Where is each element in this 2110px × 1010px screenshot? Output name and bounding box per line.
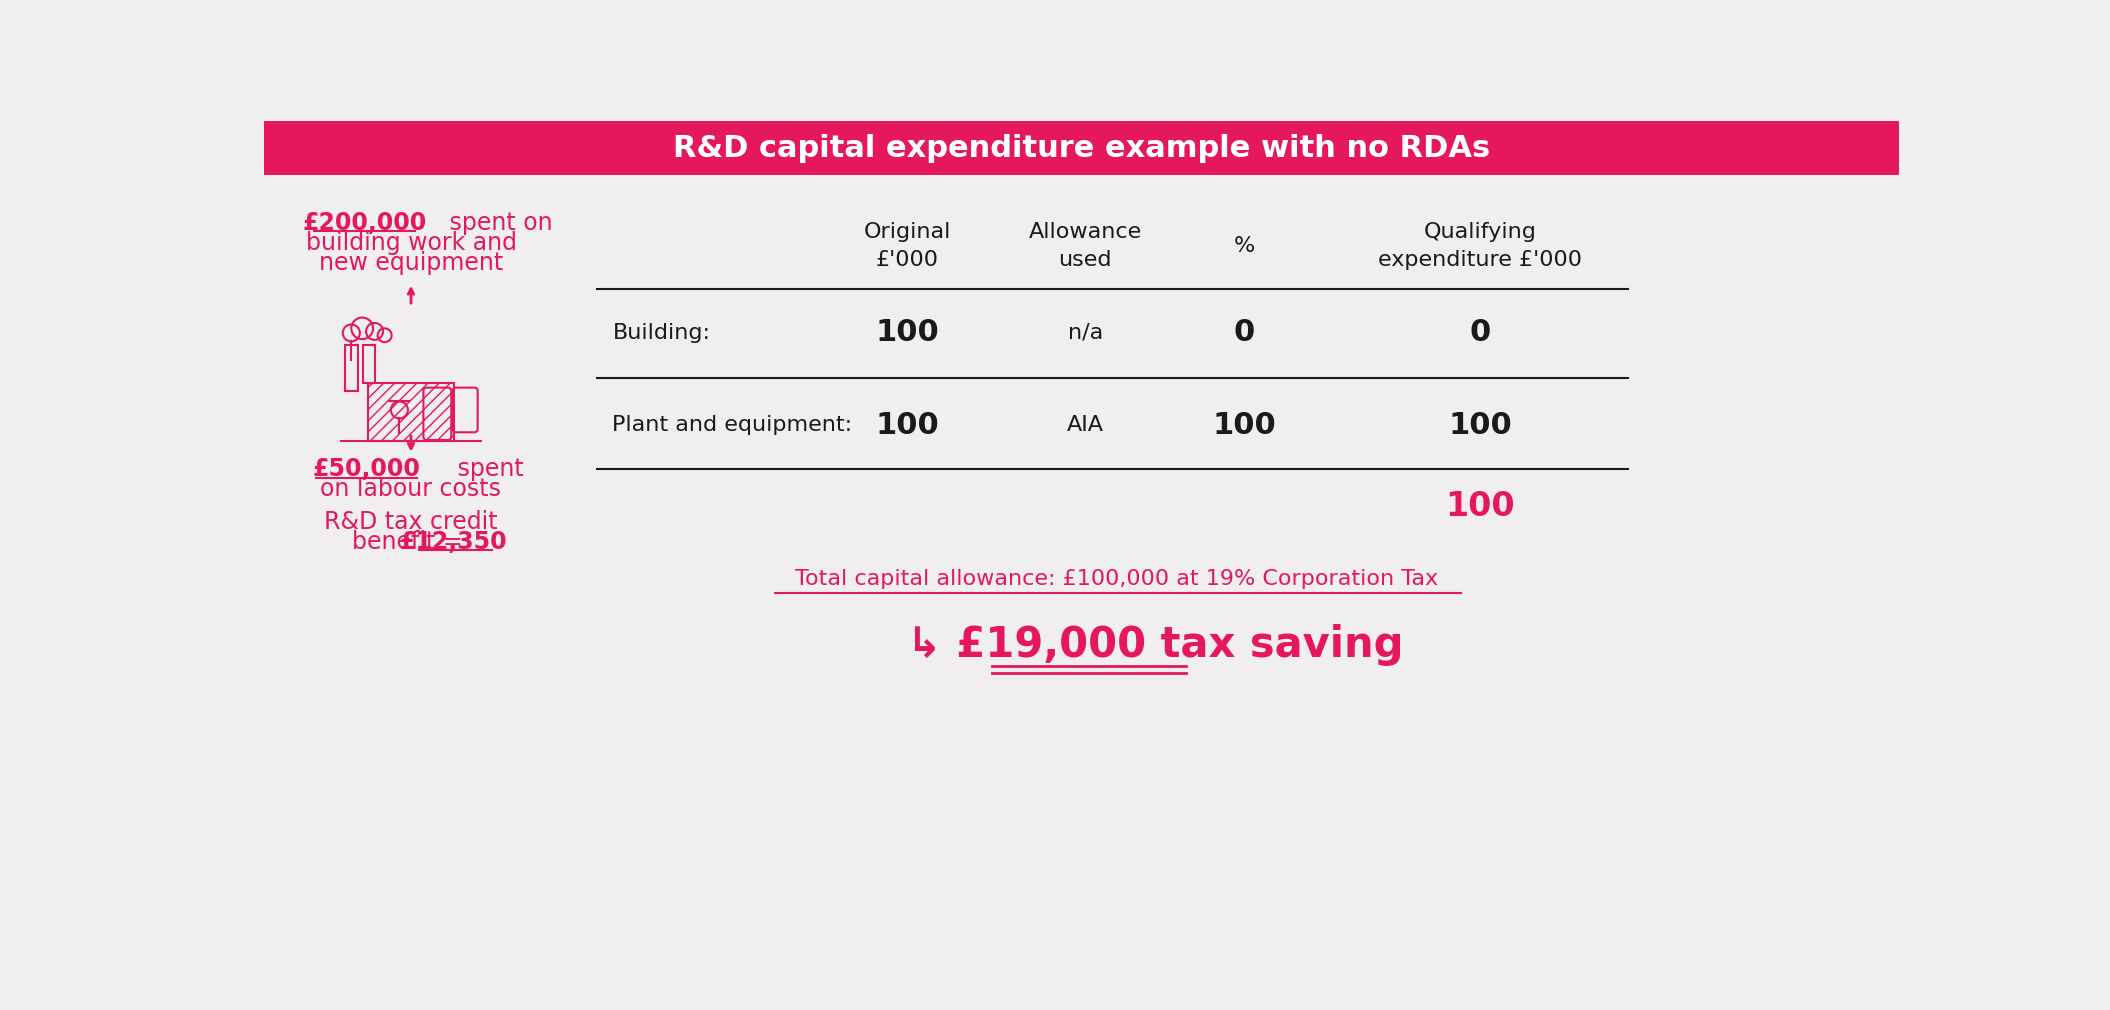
Text: 100: 100 xyxy=(1450,411,1513,439)
Text: R&D capital expenditure example with no RDAs: R&D capital expenditure example with no … xyxy=(673,133,1490,163)
Text: 0: 0 xyxy=(1234,318,1255,347)
Text: building work and: building work and xyxy=(306,231,517,255)
Text: Total capital allowance: £100,000 at 19% Corporation Tax: Total capital allowance: £100,000 at 19%… xyxy=(795,570,1437,590)
Bar xyxy=(363,344,376,383)
Text: R&D tax credit: R&D tax credit xyxy=(325,510,498,533)
Text: 100: 100 xyxy=(876,411,939,439)
Text: £12,350: £12,350 xyxy=(399,529,506,553)
Text: benefit =: benefit = xyxy=(352,529,471,553)
Text: %: % xyxy=(1234,236,1255,256)
Text: £200,000: £200,000 xyxy=(302,211,426,235)
Text: Allowance
used: Allowance used xyxy=(1030,222,1142,270)
Text: AIA: AIA xyxy=(1068,415,1104,435)
Text: new equipment: new equipment xyxy=(319,250,502,275)
Bar xyxy=(369,383,454,440)
Text: spent on: spent on xyxy=(441,211,553,235)
Text: 100: 100 xyxy=(876,318,939,347)
Text: spent: spent xyxy=(449,458,523,481)
Text: £50,000: £50,000 xyxy=(312,458,420,481)
Bar xyxy=(369,383,454,440)
Text: n/a: n/a xyxy=(1068,323,1104,343)
Text: Original
£'000: Original £'000 xyxy=(863,222,952,270)
FancyBboxPatch shape xyxy=(264,121,1899,175)
Text: on labour costs: on labour costs xyxy=(321,478,502,501)
Text: 0: 0 xyxy=(1471,318,1492,347)
Bar xyxy=(346,344,357,391)
Text: 100: 100 xyxy=(1213,411,1277,439)
Text: Plant and equipment:: Plant and equipment: xyxy=(612,415,852,435)
Text: 100: 100 xyxy=(1445,490,1515,523)
Text: ↳ £19,000 tax saving: ↳ £19,000 tax saving xyxy=(907,624,1403,666)
Text: Building:: Building: xyxy=(612,323,711,343)
Text: Qualifying
expenditure £'000: Qualifying expenditure £'000 xyxy=(1378,222,1582,270)
